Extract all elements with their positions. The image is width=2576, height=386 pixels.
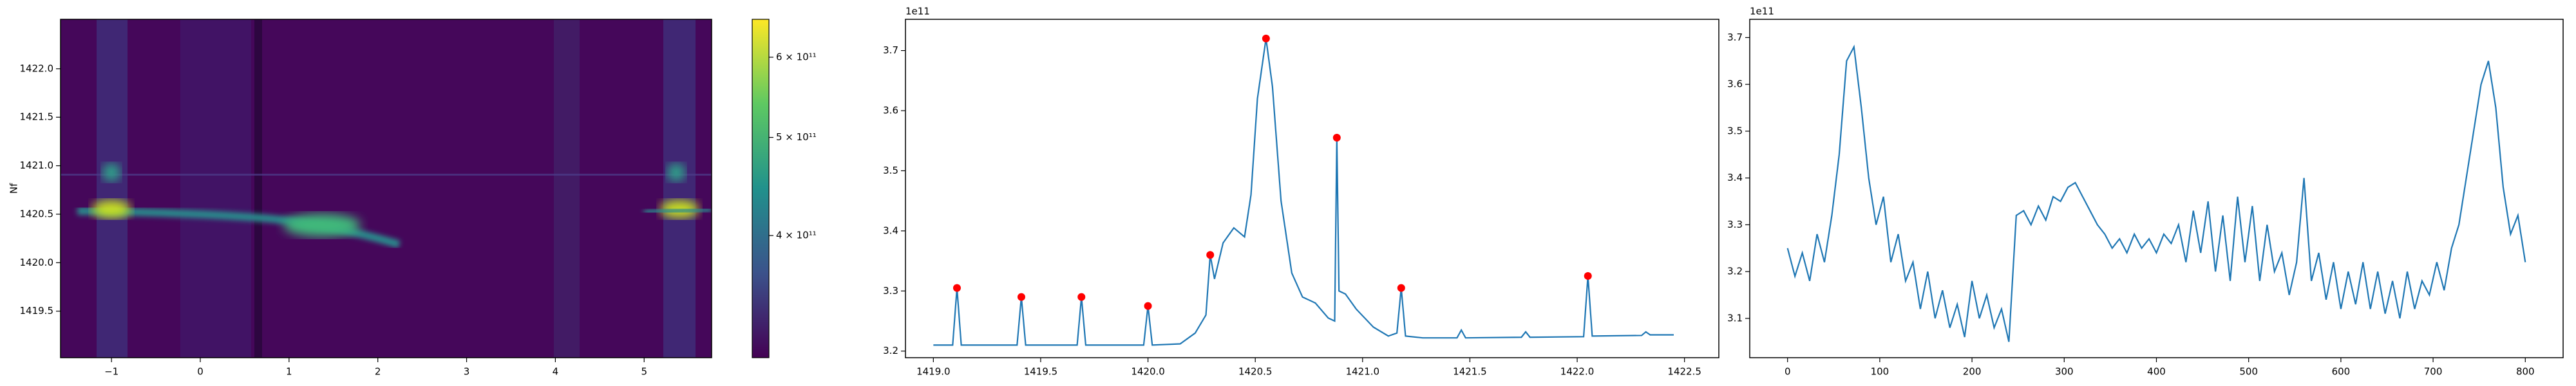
y-tick-label: 3.6 — [883, 105, 898, 116]
x-tick-label: 1422.0 — [1560, 366, 1595, 378]
peak-marker — [952, 284, 961, 292]
x-tick-label: 1419.5 — [1024, 366, 1058, 378]
x-tick-label: 1420.5 — [1238, 366, 1273, 378]
y-axis-label: Nf — [8, 183, 20, 194]
colorbar-tick-label: 6 × 10¹¹ — [776, 51, 817, 62]
x-tick-label: 200 — [1963, 366, 1982, 378]
x-tick-label: 1422.5 — [1667, 366, 1701, 378]
x-tick-label: 5 — [641, 366, 647, 378]
y-tick-label: 3.4 — [1727, 172, 1743, 183]
y-tick-label: 3.4 — [883, 225, 898, 236]
x-tick-label: 4 — [553, 366, 559, 378]
y-tick-label: 3.6 — [1727, 78, 1743, 90]
peak-marker — [1144, 302, 1152, 310]
x-tick-label: 1421.0 — [1346, 366, 1380, 378]
x-tick-label: 800 — [2516, 366, 2535, 378]
peak-marker — [1206, 251, 1215, 259]
axes-frame — [60, 19, 712, 358]
y-tick-label: 1419.5 — [20, 305, 54, 317]
y-tick-label: 3.1 — [1727, 312, 1743, 324]
y-tick-label: 1420.0 — [20, 257, 54, 268]
x-tick-label: 3 — [464, 366, 470, 378]
heatmap-image — [61, 19, 712, 358]
x-tick-label: 0 — [1785, 366, 1791, 378]
peak-marker — [1262, 34, 1270, 42]
x-tick-label: 1421.5 — [1453, 366, 1487, 378]
peak-marker — [1397, 284, 1405, 292]
y-tick-label: 3.7 — [883, 44, 898, 56]
peak-marker — [1017, 293, 1025, 301]
x-tick-label: 1419.0 — [916, 366, 951, 378]
x-tick-label: 700 — [2424, 366, 2443, 378]
x-tick-label: 300 — [2055, 366, 2074, 378]
y-tick-label: 3.5 — [1727, 125, 1743, 136]
y-tick-label: 1421.5 — [20, 111, 54, 123]
x-tick-label: 0 — [197, 366, 204, 378]
y-tick-label: 3.2 — [883, 345, 898, 356]
peak-marker — [1584, 271, 1592, 280]
x-tick-label: 600 — [2332, 366, 2351, 378]
y-tick-label: 3.3 — [883, 285, 898, 297]
y-tick-label: 3.7 — [1727, 32, 1743, 43]
x-tick-label: 100 — [1871, 366, 1889, 378]
line-series — [1786, 44, 2526, 342]
x-tick-label: 1420.0 — [1131, 366, 1165, 378]
offset-text: 1e11 — [905, 6, 930, 17]
y-tick-label: 1421.0 — [20, 160, 54, 171]
colorbar-tick-label: 5 × 10¹¹ — [776, 131, 817, 143]
line-series — [933, 38, 1674, 346]
axes-frame — [905, 19, 1719, 358]
y-tick-label: 3.3 — [1727, 219, 1743, 230]
y-tick-label: 3.5 — [883, 165, 898, 176]
x-tick-label: −1 — [104, 366, 118, 378]
x-tick-label: 400 — [2147, 366, 2166, 378]
y-tick-label: 3.2 — [1727, 266, 1743, 277]
x-tick-label: 2 — [375, 366, 381, 378]
colorbar — [752, 19, 770, 358]
colorbar-tick-label: 4 × 10¹¹ — [776, 230, 817, 241]
peak-marker — [1077, 293, 1086, 301]
offset-text: 1e11 — [1750, 6, 1774, 17]
y-tick-label: 1422.0 — [20, 62, 54, 74]
axes-frame — [1749, 19, 2564, 358]
peak-marker — [1332, 134, 1341, 142]
y-tick-label: 1420.5 — [20, 208, 54, 219]
x-tick-label: 1 — [286, 366, 292, 378]
x-tick-label: 500 — [2239, 366, 2258, 378]
